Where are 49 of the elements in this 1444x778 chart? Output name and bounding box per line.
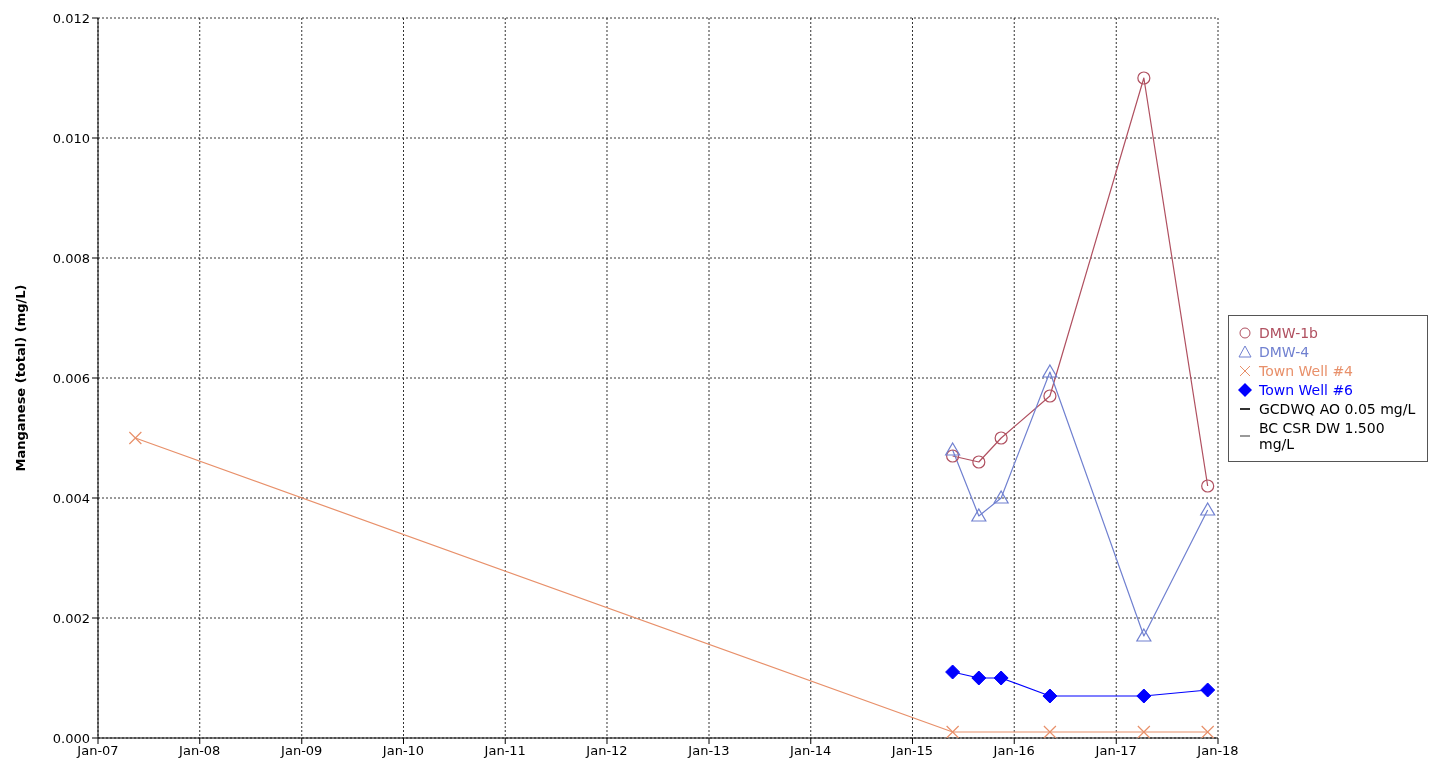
point: [1042, 688, 1058, 704]
point: [946, 725, 960, 738]
x-tick-label: Jan-14: [789, 743, 832, 759]
x-tick-label: Jan-13: [687, 743, 730, 759]
point: [1201, 479, 1215, 493]
x-tick-label: Jan-08: [178, 743, 221, 759]
point: [1043, 725, 1057, 738]
x-tick-label: Jan-07: [76, 743, 119, 759]
x-tick-label: Jan-18: [1196, 743, 1239, 759]
point: [1137, 725, 1151, 738]
point: [1137, 71, 1151, 85]
legend-label: Town Well #6: [1259, 381, 1354, 398]
y-tick-label: 0.010: [52, 130, 90, 146]
point: [971, 508, 987, 522]
x-tick-label: Jan-15: [890, 743, 934, 759]
legend-label: GCDWQ AO 0.05 mg/L: [1259, 400, 1417, 417]
legend-label: DMW-1b: [1259, 324, 1319, 341]
point: [128, 431, 142, 445]
point: [1200, 682, 1216, 698]
x-tick-label: Jan-11: [483, 743, 526, 759]
point: [1200, 502, 1216, 516]
point: [972, 455, 986, 469]
point: [946, 449, 960, 463]
point: [1136, 628, 1152, 642]
x-tick-label: Jan-17: [1094, 743, 1137, 759]
y-tick-label: 0.004: [52, 490, 90, 506]
point: [1042, 364, 1058, 378]
point: [993, 490, 1009, 504]
y-tick-label: 0.008: [52, 250, 90, 266]
legend-label: Town Well #4: [1259, 362, 1354, 379]
point: [1136, 688, 1152, 704]
point: [993, 670, 1009, 686]
point: [994, 431, 1008, 445]
y-tick-label: 0.006: [52, 370, 90, 386]
point: [945, 442, 961, 456]
legend-label: DMW-4: [1259, 343, 1311, 360]
y-tick-label: 0.000: [52, 730, 90, 746]
y-tick-label: 0.012: [52, 10, 90, 26]
point: [1043, 389, 1057, 403]
x-tick-label: Jan-09: [280, 743, 323, 759]
point: [945, 664, 961, 680]
point: [1201, 725, 1215, 738]
x-tick-label: Jan-12: [585, 743, 628, 759]
x-tick-label: Jan-10: [381, 743, 425, 759]
y-axis-title: Manganese (total) (mg/L): [12, 284, 28, 472]
legend-label: BC CSR DW 1.500 mg/L: [1259, 419, 1386, 452]
y-tick-label: 0.002: [52, 610, 90, 626]
point: [971, 670, 987, 686]
x-tick-label: Jan-16: [992, 743, 1035, 759]
